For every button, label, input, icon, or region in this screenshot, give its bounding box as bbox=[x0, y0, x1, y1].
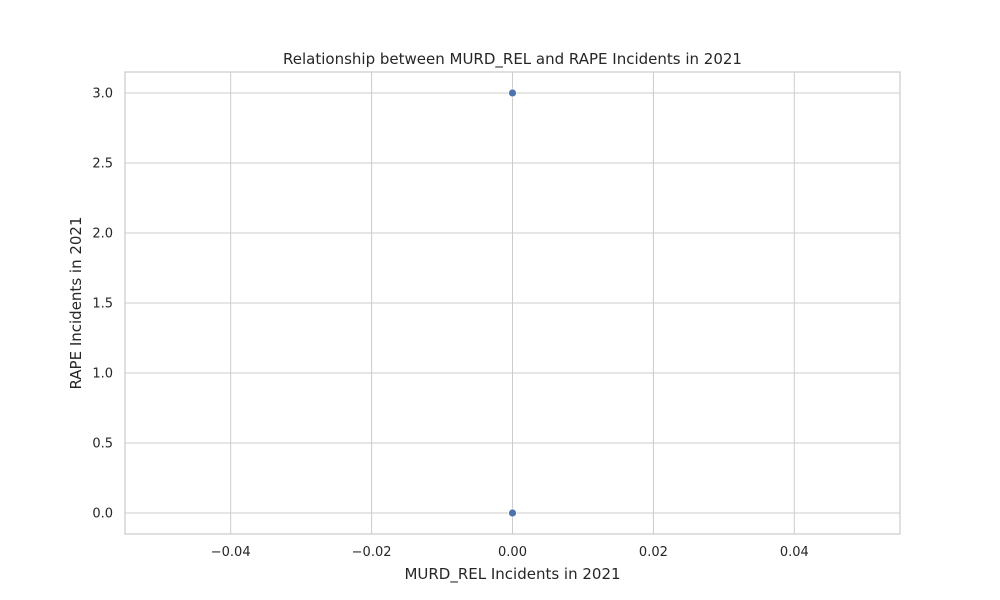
data-point bbox=[508, 88, 517, 98]
x-tick-label: 0.04 bbox=[780, 545, 809, 560]
y-tick-label: 2.5 bbox=[92, 157, 113, 172]
data-point bbox=[508, 508, 517, 518]
chart-title: Relationship between MURD_REL and RAPE I… bbox=[283, 50, 742, 69]
y-tick-label: 1.5 bbox=[92, 297, 113, 312]
plot-frame bbox=[124, 71, 901, 535]
grid bbox=[125, 72, 900, 534]
x-axis-label: MURD_REL Incidents in 2021 bbox=[404, 565, 620, 584]
x-axis-ticks: −0.04 −0.02 0.00 0.02 0.04 bbox=[211, 545, 809, 560]
y-axis-label: RAPE Incidents in 2021 bbox=[67, 216, 85, 389]
x-tick-label: −0.02 bbox=[352, 545, 392, 560]
x-tick-label: 0.00 bbox=[498, 545, 527, 560]
x-tick-label: 0.02 bbox=[639, 545, 668, 560]
y-tick-label: 3.0 bbox=[92, 87, 113, 102]
y-tick-label: 2.0 bbox=[92, 227, 113, 242]
y-tick-label: 0.0 bbox=[92, 507, 113, 522]
y-tick-label: 0.5 bbox=[92, 437, 113, 452]
y-tick-label: 1.0 bbox=[92, 367, 113, 382]
data-points bbox=[508, 88, 517, 518]
y-axis-ticks: 0.0 0.5 1.0 1.5 2.0 2.5 3.0 bbox=[92, 87, 113, 522]
x-tick-label: −0.04 bbox=[211, 545, 251, 560]
